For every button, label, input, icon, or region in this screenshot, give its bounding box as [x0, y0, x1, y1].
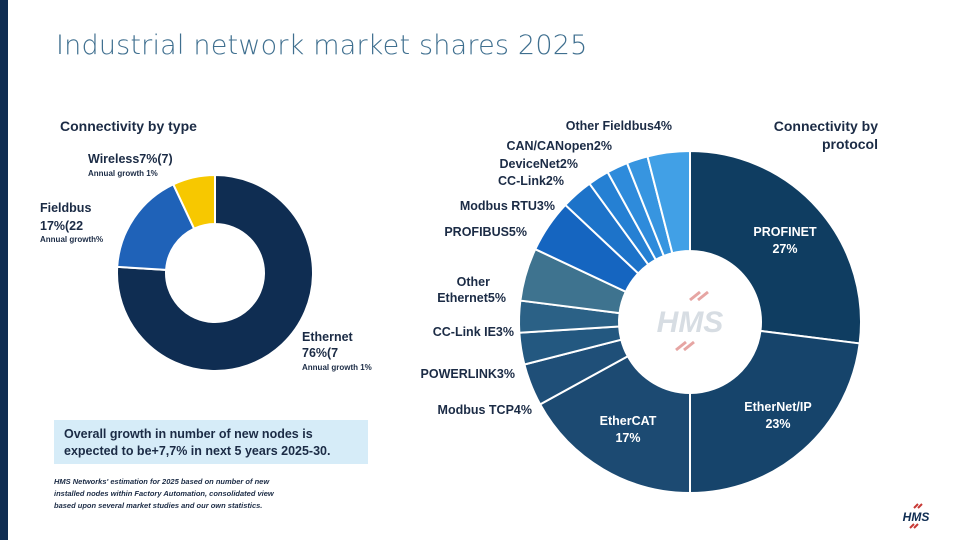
left-accent-bar	[0, 0, 8, 540]
cclink-ie-label: CC-Link IE3%	[433, 325, 514, 339]
protocol-slice-ethercat	[538, 354, 691, 495]
modbus-rtu-label: Modbus RTU3%	[460, 199, 555, 213]
ethernetip-label: EtherNet/IP	[744, 400, 811, 414]
modbus-tcp-label: Modbus TCP4%	[438, 403, 532, 417]
footnote-line-2: installed nodes within Factory Automatio…	[54, 489, 274, 498]
svg-text:HMS: HMS	[903, 510, 930, 524]
devicenet-label: DeviceNet2%	[499, 157, 578, 171]
wireless-growth: Annual growth 1%	[88, 169, 158, 178]
ethernet-value: 76%(7	[302, 346, 338, 360]
canopen-label: CAN/CANopen2%	[506, 139, 612, 153]
protocol-slice-other-fieldbus	[646, 149, 691, 255]
other-ethernet-label-1: Other	[457, 275, 490, 289]
other-fieldbus-label: Other Fieldbus4%	[566, 119, 672, 133]
protocol-donut	[518, 149, 862, 495]
ethercat-value: 17%	[615, 431, 640, 445]
footnote-line-3: based upon several market studies and ou…	[54, 501, 263, 510]
protocol-slice-profinet	[689, 149, 862, 345]
type-chart-title: Connectivity by type	[60, 118, 197, 134]
protocol-chart-title-2: protocol	[822, 136, 878, 152]
ethernet-growth: Annual growth 1%	[302, 363, 372, 372]
type-slice-ethernet	[116, 173, 314, 372]
profibus-label: PROFIBUS5%	[444, 225, 527, 239]
protocol-chart-title-1: Connectivity by	[774, 118, 878, 134]
powerlink-label: POWERLINK3%	[421, 367, 515, 381]
profinet-value: 27%	[772, 242, 797, 256]
growth-callout: Overall growth in number of new nodes is…	[54, 420, 368, 464]
fieldbus-growth: Annual growth%	[40, 235, 103, 244]
callout-line-2: expected to be+7,7% in next 5 years 2025…	[64, 444, 331, 458]
fieldbus-label: Fieldbus	[40, 201, 91, 215]
type-donut	[116, 173, 314, 372]
svg-text:HMS: HMS	[657, 306, 724, 339]
footnote-line-1: HMS Networks' estimation for 2025 based …	[54, 477, 270, 486]
profinet-label: PROFINET	[753, 225, 817, 239]
protocol-slice-ethernet-ip	[689, 329, 861, 495]
wireless-label: Wireless7%(7)	[88, 152, 173, 166]
ethernet-label: Ethernet	[302, 330, 354, 344]
cclink-label: CC-Link2%	[498, 174, 564, 188]
ethernetip-value: 23%	[765, 417, 790, 431]
page-title: Industrial network market shares 2025	[56, 30, 588, 61]
ethercat-label: EtherCAT	[600, 414, 657, 428]
other-ethernet-label-2: Ethernet5%	[437, 291, 506, 305]
type-slice-wireless	[171, 173, 216, 230]
hms-watermark-icon: HMS	[657, 290, 724, 352]
callout-line-1: Overall growth in number of new nodes is	[64, 427, 313, 441]
fieldbus-value: 17%(22	[40, 219, 83, 233]
footnote: HMS Networks' estimation for 2025 based …	[54, 476, 344, 512]
hms-logo-icon: HMS	[903, 503, 930, 529]
